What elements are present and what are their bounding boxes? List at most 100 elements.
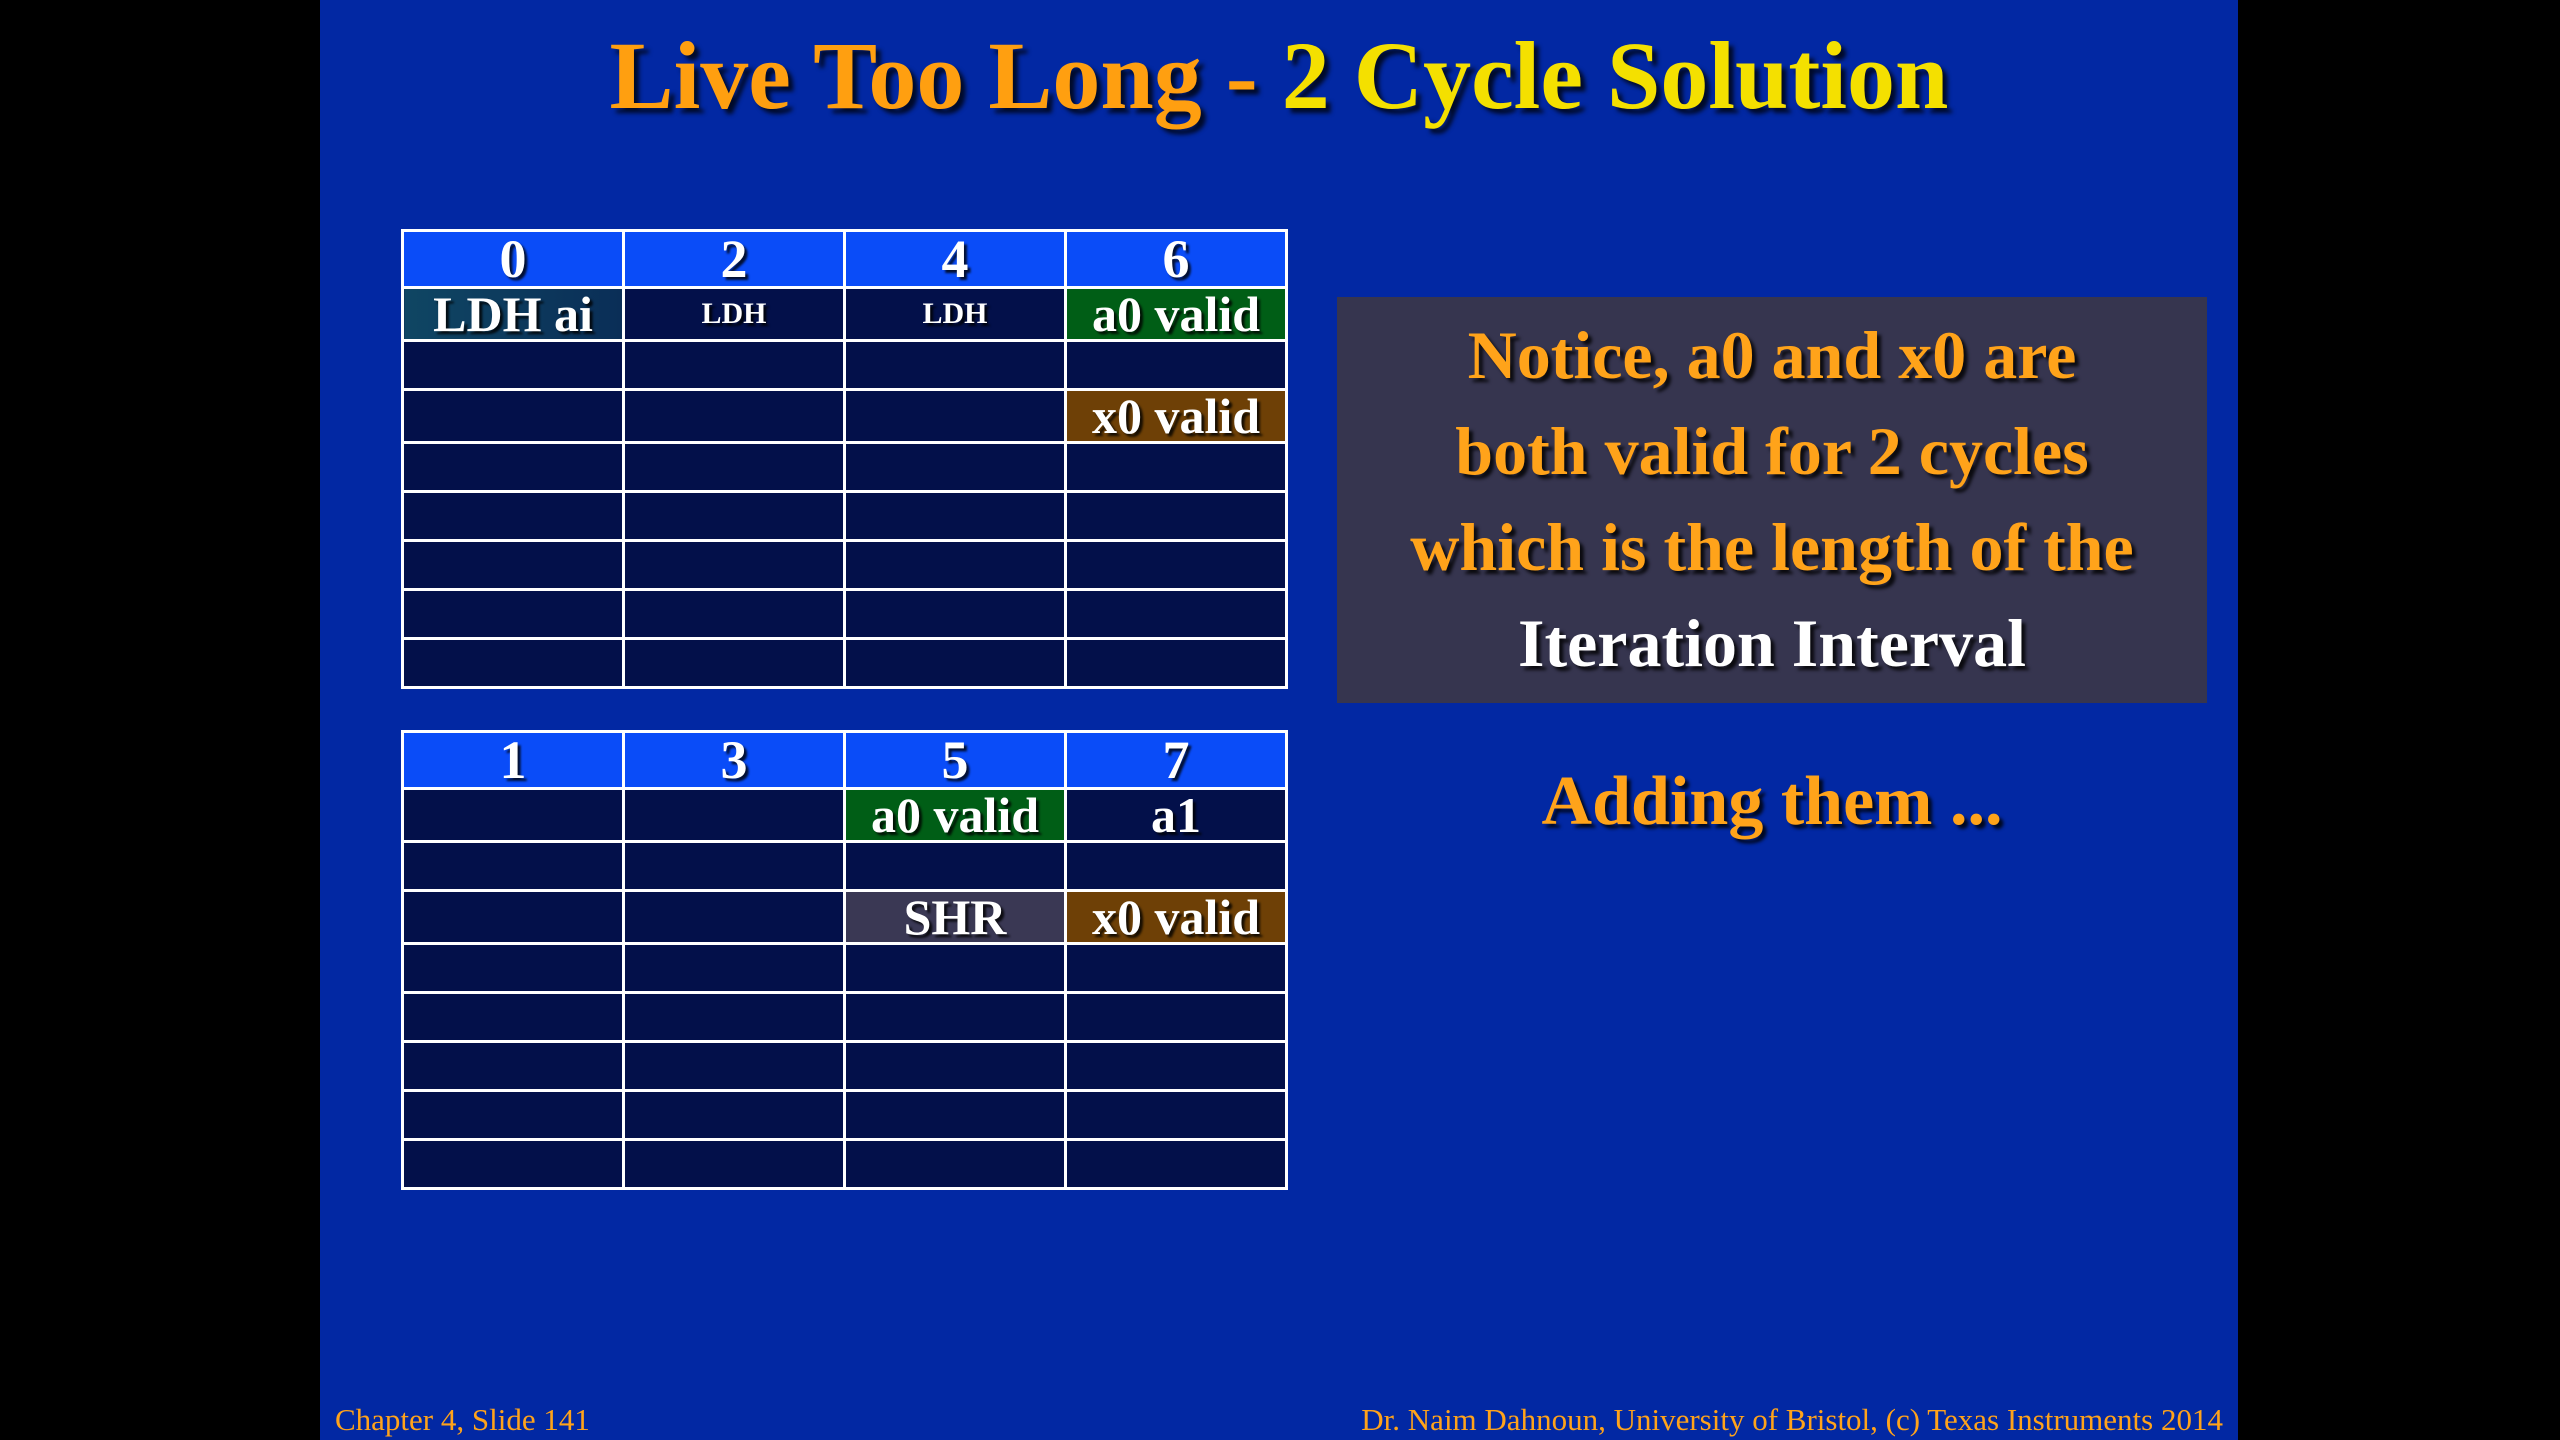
table-cell [843,840,1067,892]
table-cell [401,991,625,1043]
table-cell [401,637,625,689]
footer-slide-number: Chapter 4, Slide 141 [335,1402,590,1437]
table-cell [622,588,846,640]
table-cell [1064,942,1288,994]
adding-them-text: Adding them ... [1541,763,2003,840]
table-row: x0 valid [401,388,1288,444]
slide: Live Too Long - 2 Cycle Solution 0 2 4 6… [320,0,2238,1440]
notice-callout: Notice, a0 and x0 are both valid for 2 c… [1337,297,2207,703]
table-cell [843,1040,1067,1092]
table-cell-ldh-ai: LDH ai [401,286,625,342]
table-cell [622,539,846,591]
table-cell-shr: SHR [843,889,1067,945]
table-cell [1064,840,1288,892]
notice-line: which is the length of the [1410,509,2134,585]
table-cell [401,1040,625,1092]
table-row [401,1089,1288,1141]
table-cell-a0-valid: a0 valid [1064,286,1288,342]
table-cell [843,942,1067,994]
table-cell [622,889,846,945]
schedule-table-odd-cycles: 1 3 5 7 a0 valid a1 SHR x0 valid [401,730,1288,1190]
table-row [401,441,1288,493]
table-row [401,991,1288,1043]
footer-copyright: Dr. Naim Dahnoun, University of Bristol,… [1361,1402,2223,1437]
table-cell [401,339,625,391]
notice-line: Notice, a0 and x0 are [1467,317,2077,393]
table-cell-a1: a1 [1064,787,1288,843]
table-cell [843,388,1067,444]
table-cell [843,490,1067,542]
header-cell: 3 [622,730,846,790]
table-cell-ldh: LDH [843,286,1067,342]
table-cell [843,1138,1067,1190]
slide-title: Live Too Long - 2 Cycle Solution [320,28,2238,124]
schedule-table-even-cycles: 0 2 4 6 LDH ai LDH LDH a0 valid x0 valid [401,229,1288,689]
table-cell [401,889,625,945]
table-cell-ldh: LDH [622,286,846,342]
table-cell [622,490,846,542]
table-cell [622,1040,846,1092]
table-row [401,539,1288,591]
table-cell-x0-valid: x0 valid [1064,889,1288,945]
table-cell [622,942,846,994]
table-cell [1064,339,1288,391]
table-row: SHR x0 valid [401,889,1288,945]
table-row [401,1138,1288,1190]
header-cell: 5 [843,730,1067,790]
table-row [401,637,1288,689]
table-cell [401,588,625,640]
notice-line-emphasis: Iteration Interval [1517,605,2026,681]
table-cell [622,339,846,391]
table-row [401,840,1288,892]
table-cell [622,991,846,1043]
table-cell [1064,490,1288,542]
notice-line: both valid for 2 cycles [1455,413,2089,489]
table-cell [843,441,1067,493]
table-row [401,588,1288,640]
table-row [401,339,1288,391]
table-cell [622,1089,846,1141]
table-cell [1064,991,1288,1043]
table-cell [1064,1040,1288,1092]
table-cell [622,840,846,892]
table-cell [401,840,625,892]
table-cell [843,991,1067,1043]
table-row [401,942,1288,994]
table-cell [401,942,625,994]
table-cell [622,637,846,689]
table-cell [622,787,846,843]
header-cell: 2 [622,229,846,289]
table-cell [401,388,625,444]
table-cell [843,339,1067,391]
table-cell [401,490,625,542]
table-cell [1064,539,1288,591]
header-cell: 7 [1064,730,1288,790]
table-cell [401,787,625,843]
table-cell [622,1138,846,1190]
header-cell: 6 [1064,229,1288,289]
table-cell [1064,1089,1288,1141]
table-cell [843,1089,1067,1141]
table-cell-x0-valid: x0 valid [1064,388,1288,444]
table-row: LDH ai LDH LDH a0 valid [401,286,1288,342]
table-row [401,1040,1288,1092]
table-header-row: 1 3 5 7 [401,730,1288,790]
header-cell: 4 [843,229,1067,289]
table-cell [1064,637,1288,689]
table-cell [401,539,625,591]
slide-title-part1: Live Too Long - [609,22,1282,129]
table-cell [1064,441,1288,493]
header-cell: 1 [401,730,625,790]
table-cell [622,388,846,444]
table-cell [843,539,1067,591]
table-cell [622,441,846,493]
table-cell [401,1089,625,1141]
table-row [401,490,1288,542]
table-cell [843,637,1067,689]
table-cell-a0-valid: a0 valid [843,787,1067,843]
table-cell [1064,588,1288,640]
slide-title-part2: 2 Cycle Solution [1281,22,1949,129]
table-cell [843,588,1067,640]
table-cell [1064,1138,1288,1190]
table-cell [401,441,625,493]
